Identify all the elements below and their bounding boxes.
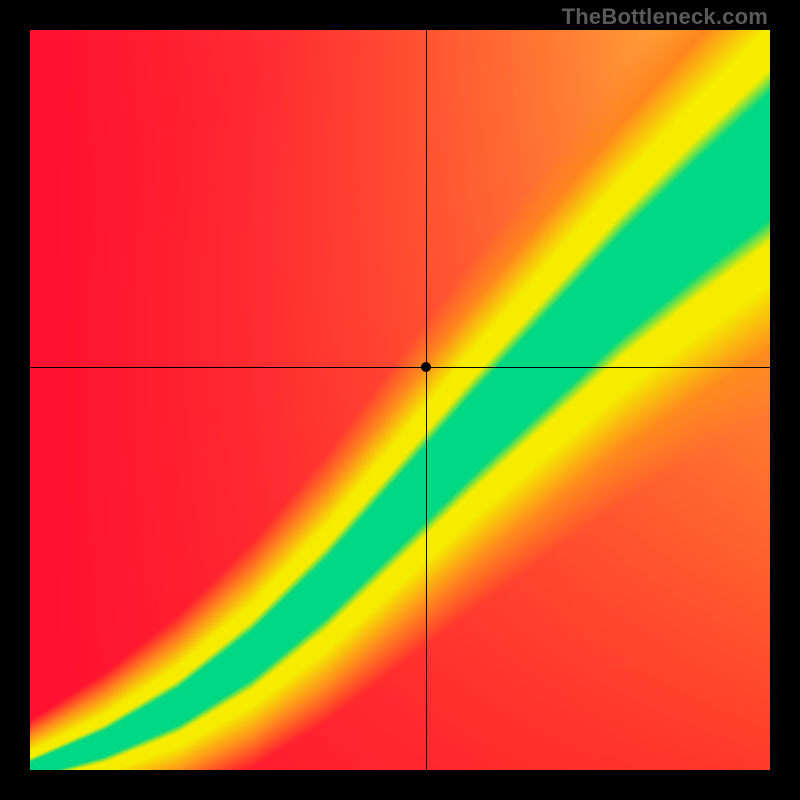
crosshair-dot — [421, 362, 431, 372]
chart-container: TheBottleneck.com — [0, 0, 800, 800]
heatmap-canvas — [30, 30, 770, 770]
watermark-text: TheBottleneck.com — [562, 4, 768, 30]
crosshair-horizontal — [30, 367, 770, 368]
crosshair-vertical — [426, 30, 427, 770]
heatmap-plot — [30, 30, 770, 770]
